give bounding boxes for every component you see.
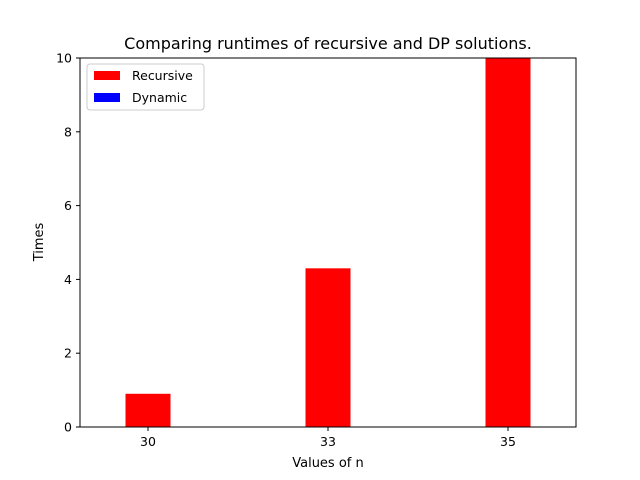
legend-swatch-recursive <box>94 71 120 80</box>
y-axis: 0 2 4 6 8 10 <box>56 51 80 435</box>
y-axis-title: Times <box>32 222 47 262</box>
legend: Recursive Dynamic <box>86 63 205 111</box>
y-tick-label: 0 <box>64 420 72 435</box>
x-axis-title: Values of n <box>292 456 364 471</box>
x-axis: 30 33 35 <box>140 427 516 449</box>
legend-label-recursive: Recursive <box>132 68 193 83</box>
x-tick-label: 35 <box>500 434 516 449</box>
legend-label-dynamic: Dynamic <box>132 90 187 105</box>
legend-swatch-dynamic <box>94 93 120 102</box>
bar-recursive-33 <box>305 268 351 427</box>
y-tick-label: 6 <box>64 198 72 213</box>
x-tick-label: 33 <box>320 434 336 449</box>
y-tick-label: 4 <box>64 272 72 287</box>
y-tick-label: 2 <box>64 346 72 361</box>
x-tick-label: 30 <box>140 434 156 449</box>
y-tick-label: 8 <box>64 124 72 139</box>
chart-title: Comparing runtimes of recursive and DP s… <box>124 34 532 53</box>
y-tick-label: 10 <box>56 51 72 66</box>
bar-recursive-30 <box>125 393 171 427</box>
bars-group <box>125 58 531 427</box>
bar-recursive-35 <box>485 58 531 427</box>
